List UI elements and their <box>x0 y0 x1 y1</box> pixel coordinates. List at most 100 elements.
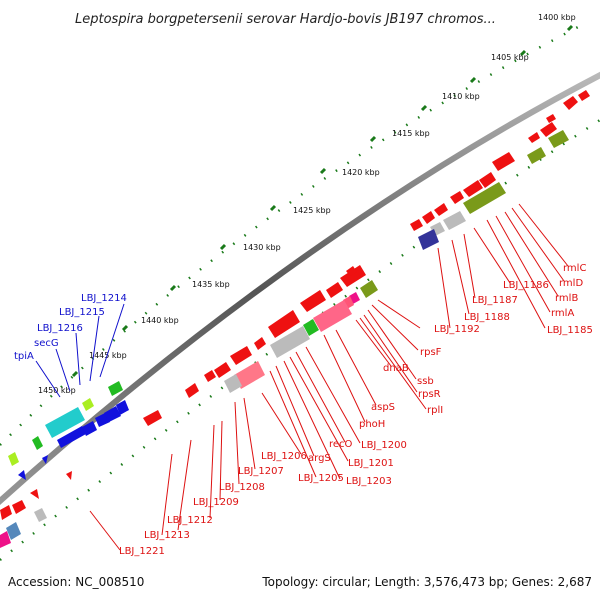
gene-label[interactable]: LBJ_1214 <box>81 293 127 304</box>
gene-feature[interactable] <box>303 319 319 336</box>
gene-label[interactable]: LBJ_1205 <box>298 473 344 484</box>
gene-feature[interactable] <box>214 362 231 378</box>
gene-feature[interactable] <box>104 406 121 422</box>
gene-feature[interactable] <box>418 229 439 250</box>
gene-label[interactable]: LBJ_1216 <box>37 323 83 334</box>
gene-label[interactable]: rpsF <box>420 347 442 358</box>
gene-feature[interactable] <box>234 361 265 389</box>
gene-feature[interactable] <box>82 421 97 436</box>
gene-label[interactable]: rmlB <box>555 293 578 304</box>
tick-label: 1450 kbp <box>38 386 76 395</box>
gene-label[interactable]: argS <box>308 453 331 464</box>
gene-label[interactable]: LBJ_1213 <box>144 530 190 541</box>
gene-feature[interactable] <box>42 455 48 464</box>
gene-feature[interactable] <box>57 426 86 448</box>
gene-label[interactable]: LBJ_1209 <box>193 497 239 508</box>
gene-feature[interactable] <box>528 132 540 143</box>
gene-label[interactable]: LBJ_1208 <box>219 482 265 493</box>
tick-label: 1415 kbp <box>392 129 430 138</box>
gene-feature[interactable] <box>479 172 496 188</box>
gene-feature[interactable] <box>270 326 310 358</box>
gene-feature[interactable] <box>108 381 123 396</box>
gene-label[interactable]: phoH <box>359 419 385 430</box>
gene-label[interactable]: rmlA <box>551 308 574 319</box>
gene-feature[interactable] <box>185 383 199 398</box>
tick-label: 1405 kbp <box>491 53 529 62</box>
gene-feature[interactable] <box>254 337 266 350</box>
gene-feature[interactable] <box>313 300 352 332</box>
gene-label[interactable]: aspS <box>371 402 395 413</box>
gene-feature[interactable] <box>578 90 590 101</box>
gene-feature[interactable] <box>463 180 483 197</box>
gene-label[interactable]: LBJ_1201 <box>348 458 394 469</box>
gene-label[interactable]: tpiA <box>14 351 34 362</box>
gene-feature[interactable] <box>443 211 466 230</box>
gene-feature[interactable] <box>540 122 557 137</box>
annotated-features <box>0 130 569 548</box>
gene-label[interactable]: dnaB <box>383 363 409 374</box>
summary-text: Topology: circular; Length: 3,576,473 bp… <box>261 575 592 589</box>
gene-label[interactable]: recO <box>329 439 353 450</box>
gene-label[interactable]: LBJ_1203 <box>346 476 392 487</box>
tick-label: 1430 kbp <box>243 243 281 252</box>
gene-label[interactable]: LBJ_1187 <box>472 295 518 306</box>
gene-feature[interactable] <box>346 266 357 276</box>
gene-label[interactable]: LBJ_1206 <box>261 451 307 462</box>
gene-label[interactable]: LBJ_1188 <box>464 312 510 323</box>
gene-feature[interactable] <box>0 531 11 548</box>
gene-label[interactable]: ssb <box>417 376 434 387</box>
gene-feature[interactable] <box>224 374 242 393</box>
gene-feature[interactable] <box>527 147 546 164</box>
gene-label[interactable]: rmlD <box>559 278 583 289</box>
gene-label[interactable]: LBJ_1192 <box>434 324 480 335</box>
gene-feature[interactable] <box>548 130 569 148</box>
gene-feature[interactable] <box>32 436 43 450</box>
gene-feature[interactable] <box>450 191 464 204</box>
red-labels: rmlC rmlD rmlB rmlA LBJ_1185 LBJ_1186 LB… <box>119 263 593 557</box>
gene-feature[interactable] <box>82 398 94 411</box>
gene-feature[interactable] <box>326 282 343 298</box>
gene-feature[interactable] <box>434 203 448 216</box>
map-title: Leptospira borgpetersenii serovar Hardjo… <box>75 12 496 27</box>
gene-feature[interactable] <box>340 265 366 287</box>
gene-label[interactable]: rplI <box>427 405 443 416</box>
gene-feature[interactable] <box>8 452 19 466</box>
gene-feature[interactable] <box>0 505 12 520</box>
gene-feature[interactable] <box>463 182 506 214</box>
gene-feature[interactable] <box>492 152 515 171</box>
gene-label[interactable]: rpsR <box>418 389 441 400</box>
gene-feature[interactable] <box>6 522 21 540</box>
blue-labels: LBJ_1214 LBJ_1215 LBJ_1216 secG tpiA <box>14 293 127 362</box>
gene-feature[interactable] <box>12 500 26 514</box>
gene-label[interactable]: rmlC <box>563 263 586 274</box>
gene-label[interactable]: secG <box>34 338 59 349</box>
gene-label[interactable]: LBJ_1185 <box>547 325 593 336</box>
gene-feature[interactable] <box>143 410 162 426</box>
accession-text: Accession: NC_008510 <box>8 575 144 589</box>
gene-label[interactable]: LBJ_1212 <box>167 515 213 526</box>
gene-feature[interactable] <box>18 470 26 480</box>
gene-feature[interactable] <box>66 471 72 480</box>
gene-label[interactable]: LBJ_1186 <box>503 280 549 291</box>
gene-feature[interactable] <box>30 489 39 499</box>
gene-feature[interactable] <box>300 290 326 312</box>
forward-features <box>0 90 590 520</box>
tick-label: 1440 kbp <box>141 316 179 325</box>
gene-label[interactable]: LBJ_1221 <box>119 546 165 557</box>
gene-feature[interactable] <box>45 407 85 438</box>
tick-label: 1420 kbp <box>342 168 380 177</box>
gene-feature[interactable] <box>116 400 129 415</box>
gene-feature[interactable] <box>410 219 423 231</box>
gene-feature[interactable] <box>34 508 47 522</box>
gene-label[interactable]: LBJ_1207 <box>238 466 284 477</box>
gene-label[interactable]: LBJ_1200 <box>361 440 407 451</box>
gene-feature[interactable] <box>230 346 252 365</box>
gene-feature[interactable] <box>546 114 556 123</box>
gene-feature[interactable] <box>563 96 578 110</box>
gene-feature[interactable] <box>360 280 378 298</box>
gene-label[interactable]: LBJ_1215 <box>59 307 105 318</box>
gene-feature[interactable] <box>268 310 300 338</box>
gene-feature[interactable] <box>422 211 435 224</box>
gene-feature[interactable] <box>204 370 216 382</box>
